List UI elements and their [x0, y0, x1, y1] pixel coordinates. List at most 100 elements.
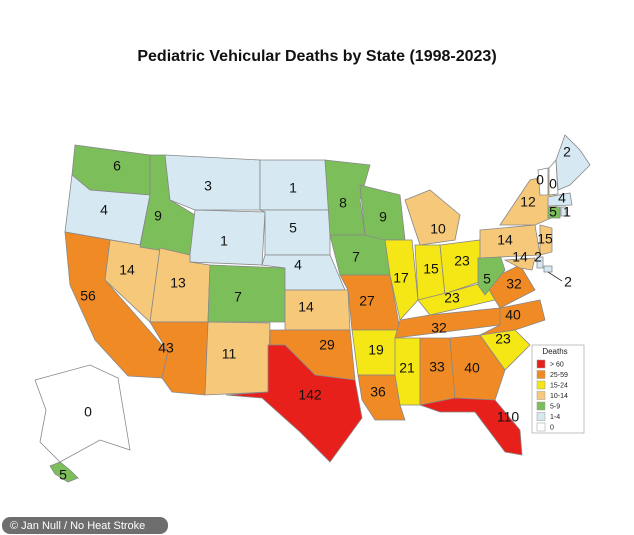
state-value: 40 — [464, 360, 480, 376]
legend-swatch — [536, 412, 546, 421]
credit-badge — [2, 517, 168, 534]
state-value: 15 — [423, 261, 439, 277]
state-value: 14 — [497, 232, 513, 248]
map-title: Pediatric Vehicular Deaths by State (199… — [137, 48, 496, 65]
state-value: 12 — [520, 194, 536, 210]
state-labels: 6456149311343711154142914287271936917101… — [59, 144, 572, 483]
state-value: 142 — [298, 387, 322, 403]
state — [537, 167, 549, 196]
state-value: 4 — [558, 190, 566, 206]
state-value: 33 — [429, 359, 445, 375]
legend-swatch — [536, 391, 546, 400]
legend-label: 5-9 — [550, 403, 560, 410]
state — [418, 397, 523, 456]
legend-swatch — [536, 422, 546, 432]
state-value: 23 — [444, 290, 460, 306]
state — [439, 239, 486, 296]
state-value: 5 — [483, 271, 491, 287]
state — [207, 264, 286, 323]
state — [394, 337, 421, 406]
state-value: 3 — [204, 178, 212, 194]
legend-label: 25-59 — [550, 372, 568, 379]
state-value: 5 — [549, 204, 557, 220]
legend-title: Deaths — [542, 347, 567, 356]
state — [560, 206, 567, 217]
state — [34, 364, 131, 463]
state-value: 7 — [352, 249, 360, 265]
legend-swatch — [536, 401, 546, 411]
legend-swatch — [536, 380, 546, 390]
state-value: 23 — [454, 253, 470, 269]
state-value: 4 — [100, 202, 108, 218]
state — [284, 289, 351, 331]
state-value: 27 — [359, 293, 375, 309]
state — [164, 154, 261, 211]
state-value: 19 — [368, 342, 384, 358]
state — [548, 159, 559, 196]
state — [204, 321, 271, 396]
state — [49, 461, 79, 483]
legend-swatch — [536, 359, 546, 369]
state-value: 11 — [222, 346, 237, 362]
state — [539, 224, 553, 256]
legend-label: 1-4 — [550, 414, 560, 421]
state-value: 1 — [220, 233, 228, 249]
state — [547, 206, 561, 219]
state-value: 43 — [158, 340, 174, 356]
state-value: 2 — [534, 249, 542, 265]
state-value: 0 — [84, 404, 92, 420]
callout-line — [547, 271, 563, 282]
state — [547, 192, 573, 207]
state-value: 15 — [537, 231, 553, 247]
state — [329, 234, 391, 276]
state-value: 4 — [294, 257, 302, 273]
state — [479, 299, 546, 336]
state-value: 40 — [505, 307, 521, 323]
state — [404, 189, 461, 246]
state-value: 32 — [431, 320, 447, 336]
legend-label: 0 — [550, 424, 554, 431]
state-value: 2 — [564, 274, 572, 290]
state-value: 9 — [154, 208, 162, 224]
state-value: 110 — [497, 409, 520, 425]
state — [503, 257, 536, 271]
state — [484, 264, 536, 309]
legend: Deaths > 60 25-59 15-24 10-14 5-9 1-4 0 — [531, 344, 585, 434]
state-value: 29 — [319, 337, 335, 353]
state — [555, 134, 591, 191]
state-value: 5 — [289, 220, 297, 236]
state-value: 0 — [549, 176, 557, 192]
state — [384, 239, 419, 321]
state-value: 5 — [59, 467, 67, 483]
state-value: 56 — [80, 288, 96, 304]
state-value: 14 — [512, 249, 528, 265]
legend-label: 10-14 — [550, 393, 568, 400]
state-value: 2 — [563, 144, 571, 160]
state-value: 13 — [170, 275, 186, 291]
state-value: 21 — [399, 360, 415, 376]
state-value: 14 — [119, 262, 135, 278]
state — [536, 256, 544, 269]
state-value: 6 — [113, 158, 121, 174]
state-value: 17 — [393, 270, 409, 286]
state — [543, 265, 553, 273]
state-value: 32 — [506, 276, 522, 292]
state-value: 7 — [234, 289, 242, 305]
credit: © Jan Null / No Heat Stroke — [10, 520, 145, 532]
state-value: 36 — [370, 384, 386, 400]
state-value: 1 — [563, 204, 571, 220]
state-value: 23 — [495, 331, 511, 347]
state-value: 1 — [289, 180, 297, 196]
legend-swatch — [536, 370, 546, 379]
legend-label: 15-24 — [550, 382, 568, 389]
state-value: 14 — [298, 299, 314, 315]
state — [189, 209, 266, 266]
state — [225, 344, 363, 463]
state-value: 0 — [536, 172, 544, 188]
state-value: 10 — [430, 221, 446, 237]
state-value: 8 — [339, 195, 347, 211]
state — [324, 159, 371, 236]
state-value: 9 — [379, 209, 387, 225]
